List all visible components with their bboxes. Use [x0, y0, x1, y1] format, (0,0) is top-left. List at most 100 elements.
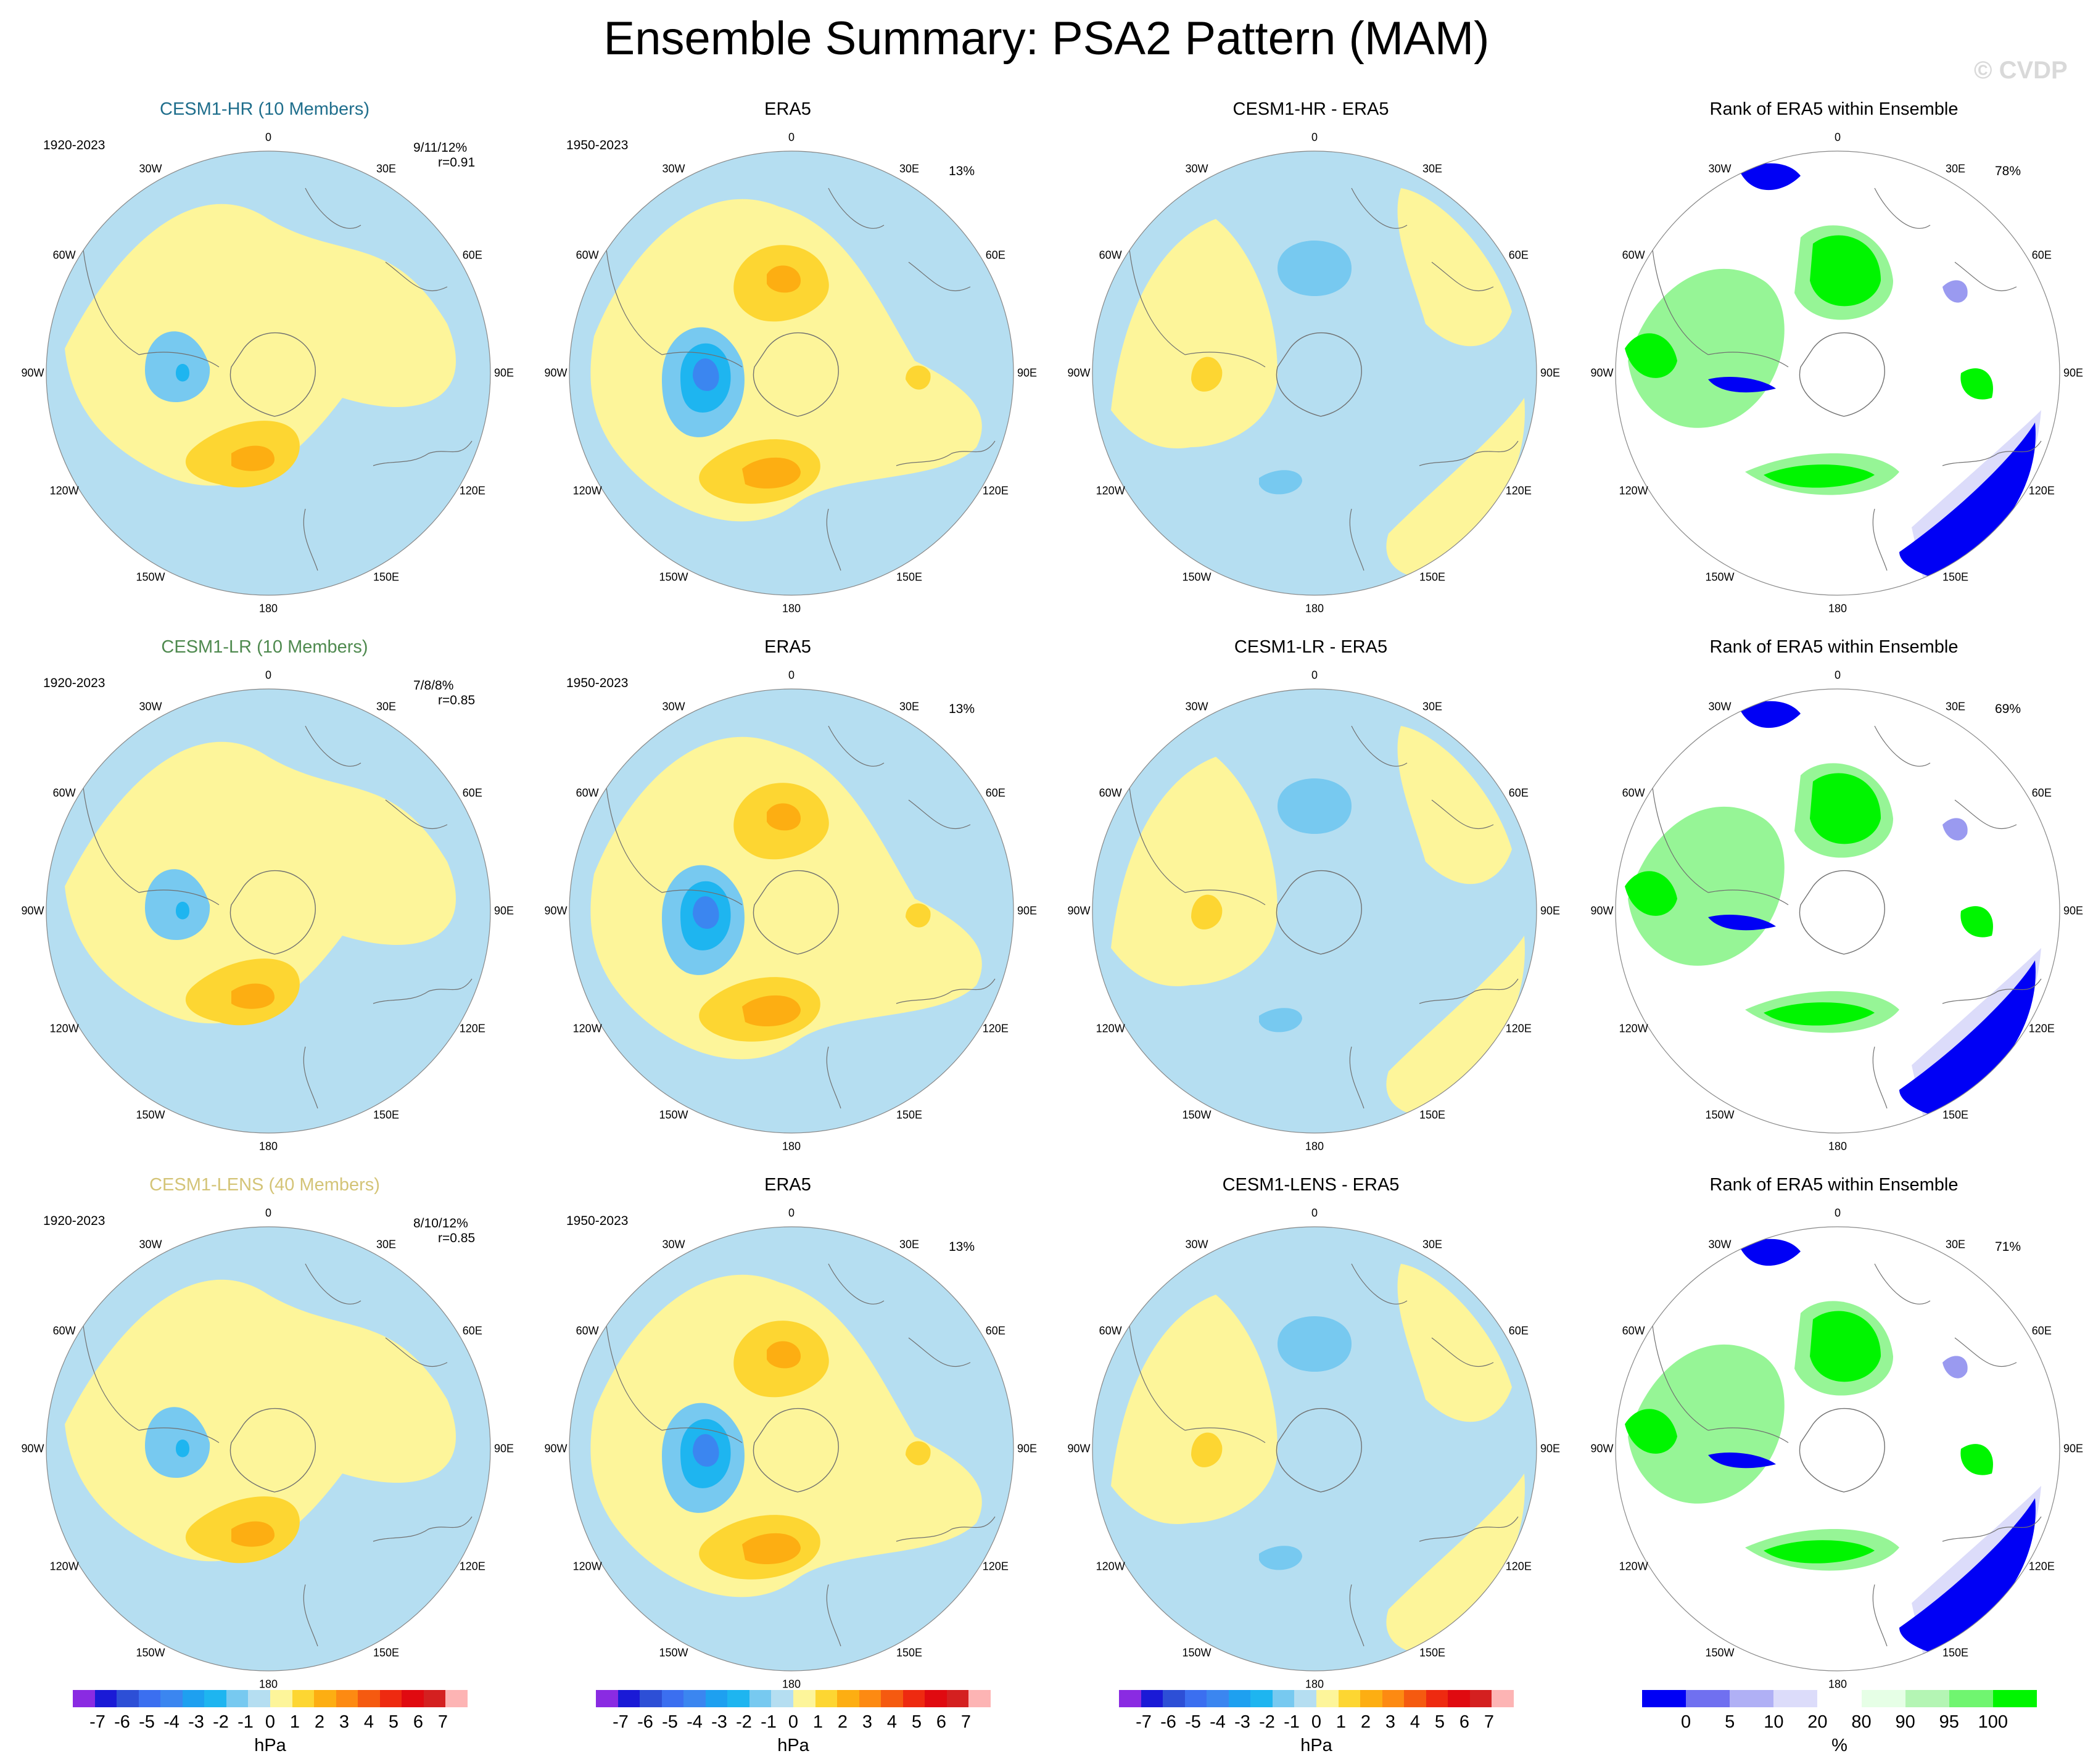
- panel-title: ERA5: [764, 1175, 811, 1195]
- lon-label: 120W: [49, 1560, 79, 1573]
- colorbar-tick-label: -6: [114, 1712, 130, 1732]
- contour-region-pos2: [906, 1441, 931, 1465]
- lon-label: 0: [1834, 669, 1841, 682]
- lon-label: 150W: [659, 571, 688, 583]
- new-zealand-outline: [303, 1046, 318, 1109]
- stat-correlation: r=0.91: [438, 155, 476, 170]
- map-panel-r3c2: 0 30E 60E 90E 120E 150E 180 150W 120W 90W 60W 30W ER…: [542, 1174, 1037, 1705]
- lon-label: 120W: [1096, 1022, 1125, 1035]
- contour-region-rank_dark_blue: [1739, 163, 1801, 191]
- lon-label: 120E: [1505, 1022, 1532, 1035]
- contour-region-pos1: [65, 741, 456, 1024]
- colorbar-tick-label: 5: [1434, 1712, 1445, 1732]
- new-zealand-outline: [826, 508, 841, 571]
- variance-percent: 78%: [1995, 164, 2021, 178]
- contour-region-pos2: [906, 903, 931, 928]
- lon-label: 0: [265, 1206, 272, 1219]
- lon-label: 30E: [1945, 700, 1966, 713]
- colorbar-tick-label: 4: [1410, 1712, 1421, 1732]
- contour-region-rank_green: [1764, 464, 1875, 488]
- contour-region-rank_dark_blue: [1739, 1239, 1801, 1266]
- colorbar-tick-label: -5: [139, 1712, 155, 1732]
- contour-layer: [1625, 701, 2042, 1121]
- lon-label: 150W: [1182, 1646, 1212, 1659]
- lon-label: 60E: [2031, 1324, 2052, 1337]
- lon-label: 150E: [1942, 1108, 1969, 1121]
- lon-label: 60W: [1099, 1324, 1122, 1337]
- contour-layer: [1111, 725, 1525, 1115]
- map-field: [1616, 151, 2060, 595]
- colorbar-swatch: [1817, 1690, 1862, 1707]
- colorbar-swatch: [1992, 1690, 2037, 1707]
- colorbar-swatch: [661, 1690, 684, 1707]
- lon-label: 150E: [1942, 571, 1969, 583]
- lon-label: 60E: [462, 1324, 482, 1337]
- contour-region-rank_dark_blue: [1708, 376, 1776, 393]
- polar-map: [1615, 1226, 2060, 1671]
- south-america-outline: [1129, 249, 1266, 368]
- colorbar-swatch: [423, 1690, 446, 1707]
- colorbar-swatch: [1448, 1690, 1471, 1707]
- lon-label: 60E: [985, 786, 1005, 799]
- lon-label: 180: [258, 1140, 278, 1153]
- australia-outline: [896, 1516, 996, 1542]
- colorbar-tick-label: -4: [687, 1712, 703, 1732]
- colorbar-tick-label: 6: [413, 1712, 424, 1732]
- australia-outline: [896, 978, 996, 1004]
- lon-label: 120E: [982, 484, 1009, 497]
- lon-label: 120W: [1619, 1560, 1648, 1573]
- contour-region-pos3: [742, 995, 801, 1027]
- lon-label: 120W: [1619, 1022, 1648, 1035]
- panel-title: CESM1-LENS (40 Members): [149, 1175, 380, 1195]
- new-zealand-outline: [826, 1584, 841, 1647]
- australia-outline: [1942, 978, 2042, 1004]
- polar-map: [569, 150, 1014, 596]
- lon-label: 30E: [1422, 162, 1443, 175]
- antarctica-outline: [229, 870, 316, 955]
- lon-label: 150W: [659, 1646, 688, 1659]
- south-america-outline: [1129, 787, 1266, 905]
- contour-region-neg2: [1259, 470, 1302, 495]
- period-label: 1950-2023: [566, 138, 629, 152]
- polar-map: [1092, 688, 1537, 1134]
- contour-region-pos1: [590, 736, 982, 1060]
- new-zealand-outline: [1349, 508, 1364, 571]
- contour-region-pos3: [231, 983, 275, 1009]
- lon-label: 60W: [1099, 249, 1122, 262]
- lon-label: 0: [1834, 131, 1841, 144]
- map-boundary: [1615, 150, 2060, 596]
- colorbar-tick-label: 20: [1807, 1712, 1828, 1732]
- lon-label: 180: [1305, 1140, 1324, 1153]
- contour-region-rank_green: [1960, 1444, 1993, 1475]
- map-field: [569, 151, 1013, 595]
- lon-label: 30E: [899, 1238, 920, 1251]
- lon-label: 30W: [139, 700, 162, 713]
- lon-label: 60W: [576, 1324, 599, 1337]
- lon-label: 90E: [493, 1442, 514, 1455]
- lon-label: 30E: [1422, 1238, 1443, 1251]
- colorbar-tick-label: -1: [237, 1712, 254, 1732]
- lon-label: 0: [788, 669, 795, 682]
- lon-label: 120E: [982, 1022, 1009, 1035]
- contour-layer: [590, 725, 996, 1109]
- colorbar-swatch: [314, 1690, 337, 1707]
- period-label: 1920-2023: [43, 676, 105, 690]
- lon-label: 120W: [572, 1022, 602, 1035]
- lon-label: 150W: [1182, 571, 1212, 583]
- lon-label: 30W: [1185, 700, 1208, 713]
- colorbar-tick-label: 2: [314, 1712, 325, 1732]
- colorbar-swatch: [204, 1690, 227, 1707]
- lon-label: 60E: [462, 786, 482, 799]
- colorbar-tick-label: -1: [761, 1712, 777, 1732]
- new-zealand-outline: [1872, 1046, 1888, 1109]
- colorbar-tick-label: -1: [1284, 1712, 1300, 1732]
- antarctica-outline: [1276, 870, 1362, 955]
- lon-label: 90W: [21, 366, 44, 379]
- south-america-outline: [606, 249, 743, 368]
- lon-label: 120E: [2028, 1560, 2055, 1573]
- lon-label: 30E: [376, 162, 397, 175]
- lon-label: 150W: [1182, 1108, 1212, 1121]
- contour-layer: [1111, 188, 1525, 577]
- contour-layer: [65, 188, 473, 571]
- colorbar-swatch: [749, 1690, 772, 1707]
